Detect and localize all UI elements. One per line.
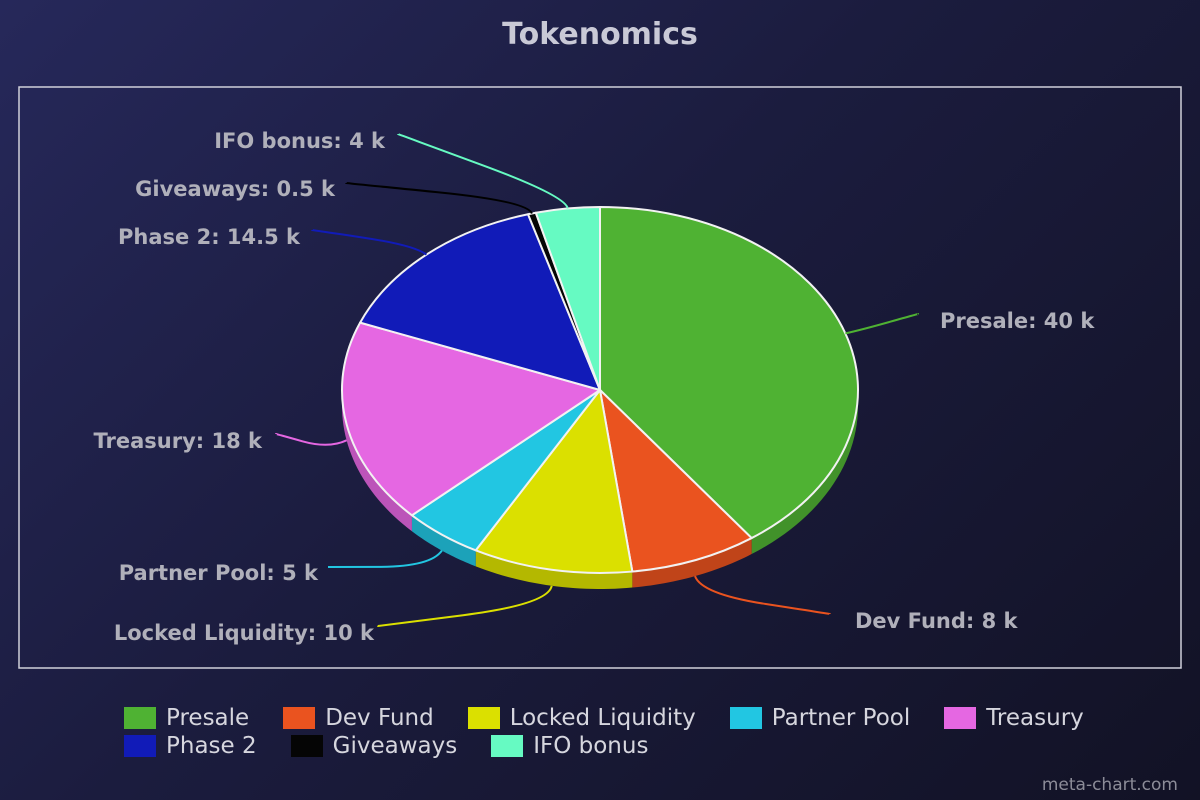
pie-side-locked-liquidity: [475, 550, 633, 589]
data-label-locked-liquidity: Locked Liquidity: 10 k: [114, 621, 375, 645]
legend-swatch: [944, 707, 977, 729]
pie-side-partner-pool: [411, 515, 476, 567]
legend-label: IFO bonus: [533, 733, 649, 759]
leader-line-dev-fund: [694, 575, 831, 615]
leader-line-treasury: [275, 432, 348, 446]
data-label-giveaways: Giveaways: 0.5 k: [135, 177, 336, 201]
data-label-partner-pool: Partner Pool: 5 k: [119, 561, 319, 585]
legend-label: Treasury: [986, 705, 1084, 731]
pie-side-treasury: [342, 390, 412, 532]
pie-slice-treasury: [341, 321, 601, 517]
legend: Presale Dev Fund Locked Liquidity Partner P…: [124, 704, 1114, 760]
legend-item-presale: Presale: [124, 705, 249, 731]
leader-line-ifo-bonus: [397, 133, 569, 209]
leader-line-locked-liquidity: [376, 585, 553, 628]
pie-slice-presale: [599, 206, 859, 540]
legend-item-giveaways: Giveaways: [290, 733, 458, 759]
legend-swatch: [124, 707, 156, 729]
data-label-dev-fund: Dev Fund: 8 k: [855, 609, 1019, 633]
legend-label: Locked Liquidity: [509, 705, 696, 731]
legend-row: Phase 2 Giveaways IFO bonus: [124, 732, 1114, 760]
chart-title: Tokenomics: [502, 17, 698, 52]
pie-slices: [341, 206, 859, 574]
pie-depth: [342, 390, 858, 589]
legend-label: Presale: [166, 705, 250, 731]
leader-line-presale: [845, 312, 920, 335]
legend-item-partner-pool: Partner Pool: [729, 705, 911, 731]
pie-slice-dev-fund: [599, 389, 753, 573]
legend-swatch: [491, 735, 524, 757]
legend-label: Partner Pool: [771, 705, 911, 731]
legend-swatch: [124, 735, 156, 757]
data-label-ifo-bonus: IFO bonus: 4 k: [214, 129, 386, 153]
pie-side-presale: [751, 390, 858, 555]
pie-side-dev-fund: [632, 538, 752, 588]
data-label-phase-2: Phase 2: 14.5 k: [118, 225, 301, 249]
pie-slice-ifo-bonus: [534, 206, 601, 391]
legend-item-dev-fund: Dev Fund: [283, 705, 434, 731]
leader-line-giveaways: [345, 182, 533, 215]
legend-label: Giveaways: [332, 733, 458, 759]
legend-swatch: [467, 707, 500, 729]
leader-lines: [275, 133, 920, 628]
legend-swatch: [729, 707, 762, 729]
data-labels: Presale: 40 k Dev Fund: 8 k Locked Liquidi…: [94, 129, 1096, 645]
leader-line-phase-2: [311, 229, 428, 256]
legend-item-locked-liquidity: Locked Liquidity: [467, 705, 696, 731]
pie-slice-locked-liquidity: [474, 389, 634, 574]
legend-swatch: [290, 735, 323, 757]
data-label-presale: Presale: 40 k: [940, 309, 1095, 333]
pie-slice-phase-2: [359, 213, 601, 391]
data-label-treasury: Treasury: 18 k: [94, 429, 264, 453]
legend-item-ifo-bonus: IFO bonus: [491, 733, 648, 759]
legend-item-treasury: Treasury: [944, 705, 1084, 731]
legend-label: Phase 2: [166, 733, 257, 759]
legend-item-phase-2: Phase 2: [124, 733, 257, 759]
leader-line-partner-pool: [327, 549, 443, 569]
legend-swatch: [283, 707, 316, 729]
plot-area-frame: [18, 86, 1182, 669]
legend-label: Dev Fund: [325, 705, 434, 731]
watermark: meta-chart.com: [1042, 775, 1178, 795]
legend-row: Presale Dev Fund Locked Liquidity Partner P…: [124, 704, 1114, 732]
